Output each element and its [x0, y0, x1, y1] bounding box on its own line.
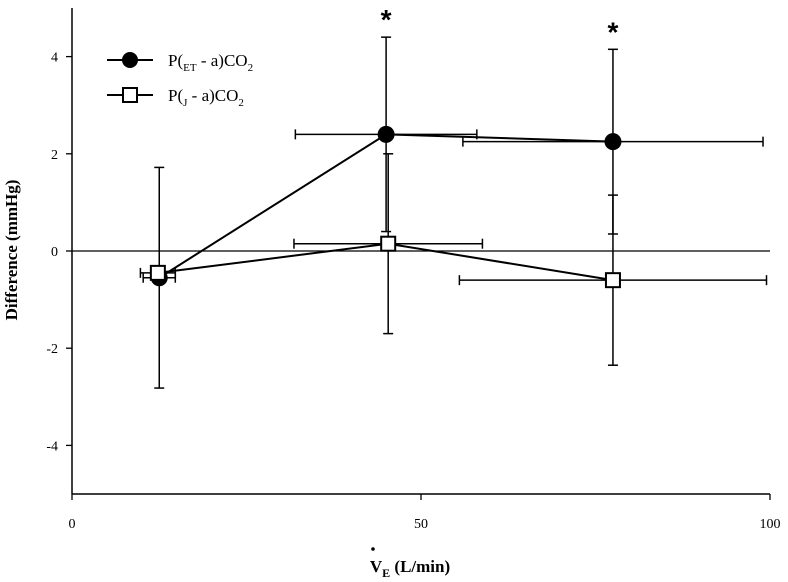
data-point-filled-circle — [604, 133, 622, 151]
legend: P(ET - a)CO2 P(J - a)CO2 — [107, 51, 253, 109]
legend-item-series-1: P(ET - a)CO2 — [107, 51, 253, 74]
legend-item-series-2: P(J - a)CO2 — [107, 86, 244, 109]
y-tick-label: 4 — [51, 51, 58, 66]
data-point-open-square — [149, 264, 166, 281]
y-tick-label: -2 — [46, 342, 58, 357]
x-tick-label: 0 — [69, 517, 76, 532]
y-axis-title: Difference (mmHg) — [2, 180, 21, 321]
y-tick-label: 0 — [51, 245, 58, 260]
series-2 — [139, 153, 768, 366]
data-point-open-square — [604, 272, 621, 289]
x-axis-title-rest: (L/min) — [390, 557, 450, 576]
x-tick-label: 50 — [414, 517, 428, 532]
legend-label-series-2: P(J - a)CO2 — [168, 86, 244, 109]
x-axis-title-dot — [371, 547, 375, 551]
y-tick-label: -4 — [46, 439, 58, 454]
y-axis-ticks: 4 2 0 -2 -4 — [46, 51, 72, 454]
x-axis-ticks: 0 50 100 — [69, 494, 781, 532]
x-axis-title-text: VE (L/min) — [370, 557, 450, 580]
plot-area — [139, 36, 768, 389]
legend-marker-open-square — [122, 87, 138, 103]
y-tick-label: 2 — [51, 148, 58, 163]
data-point-filled-circle — [377, 125, 395, 143]
data-point-open-square — [380, 235, 397, 252]
x-tick-label: 100 — [760, 517, 781, 532]
significance-annotations: * * — [381, 4, 619, 47]
legend-marker-filled-circle — [122, 52, 138, 68]
legend-label-series-1: P(ET - a)CO2 — [168, 51, 253, 74]
x-axis-title-main: V — [370, 557, 383, 576]
significance-asterisk: * — [607, 16, 618, 47]
x-axis-title-sub: E — [382, 566, 390, 580]
significance-asterisk: * — [381, 4, 392, 35]
x-axis-title: VE (L/min) — [370, 547, 450, 580]
